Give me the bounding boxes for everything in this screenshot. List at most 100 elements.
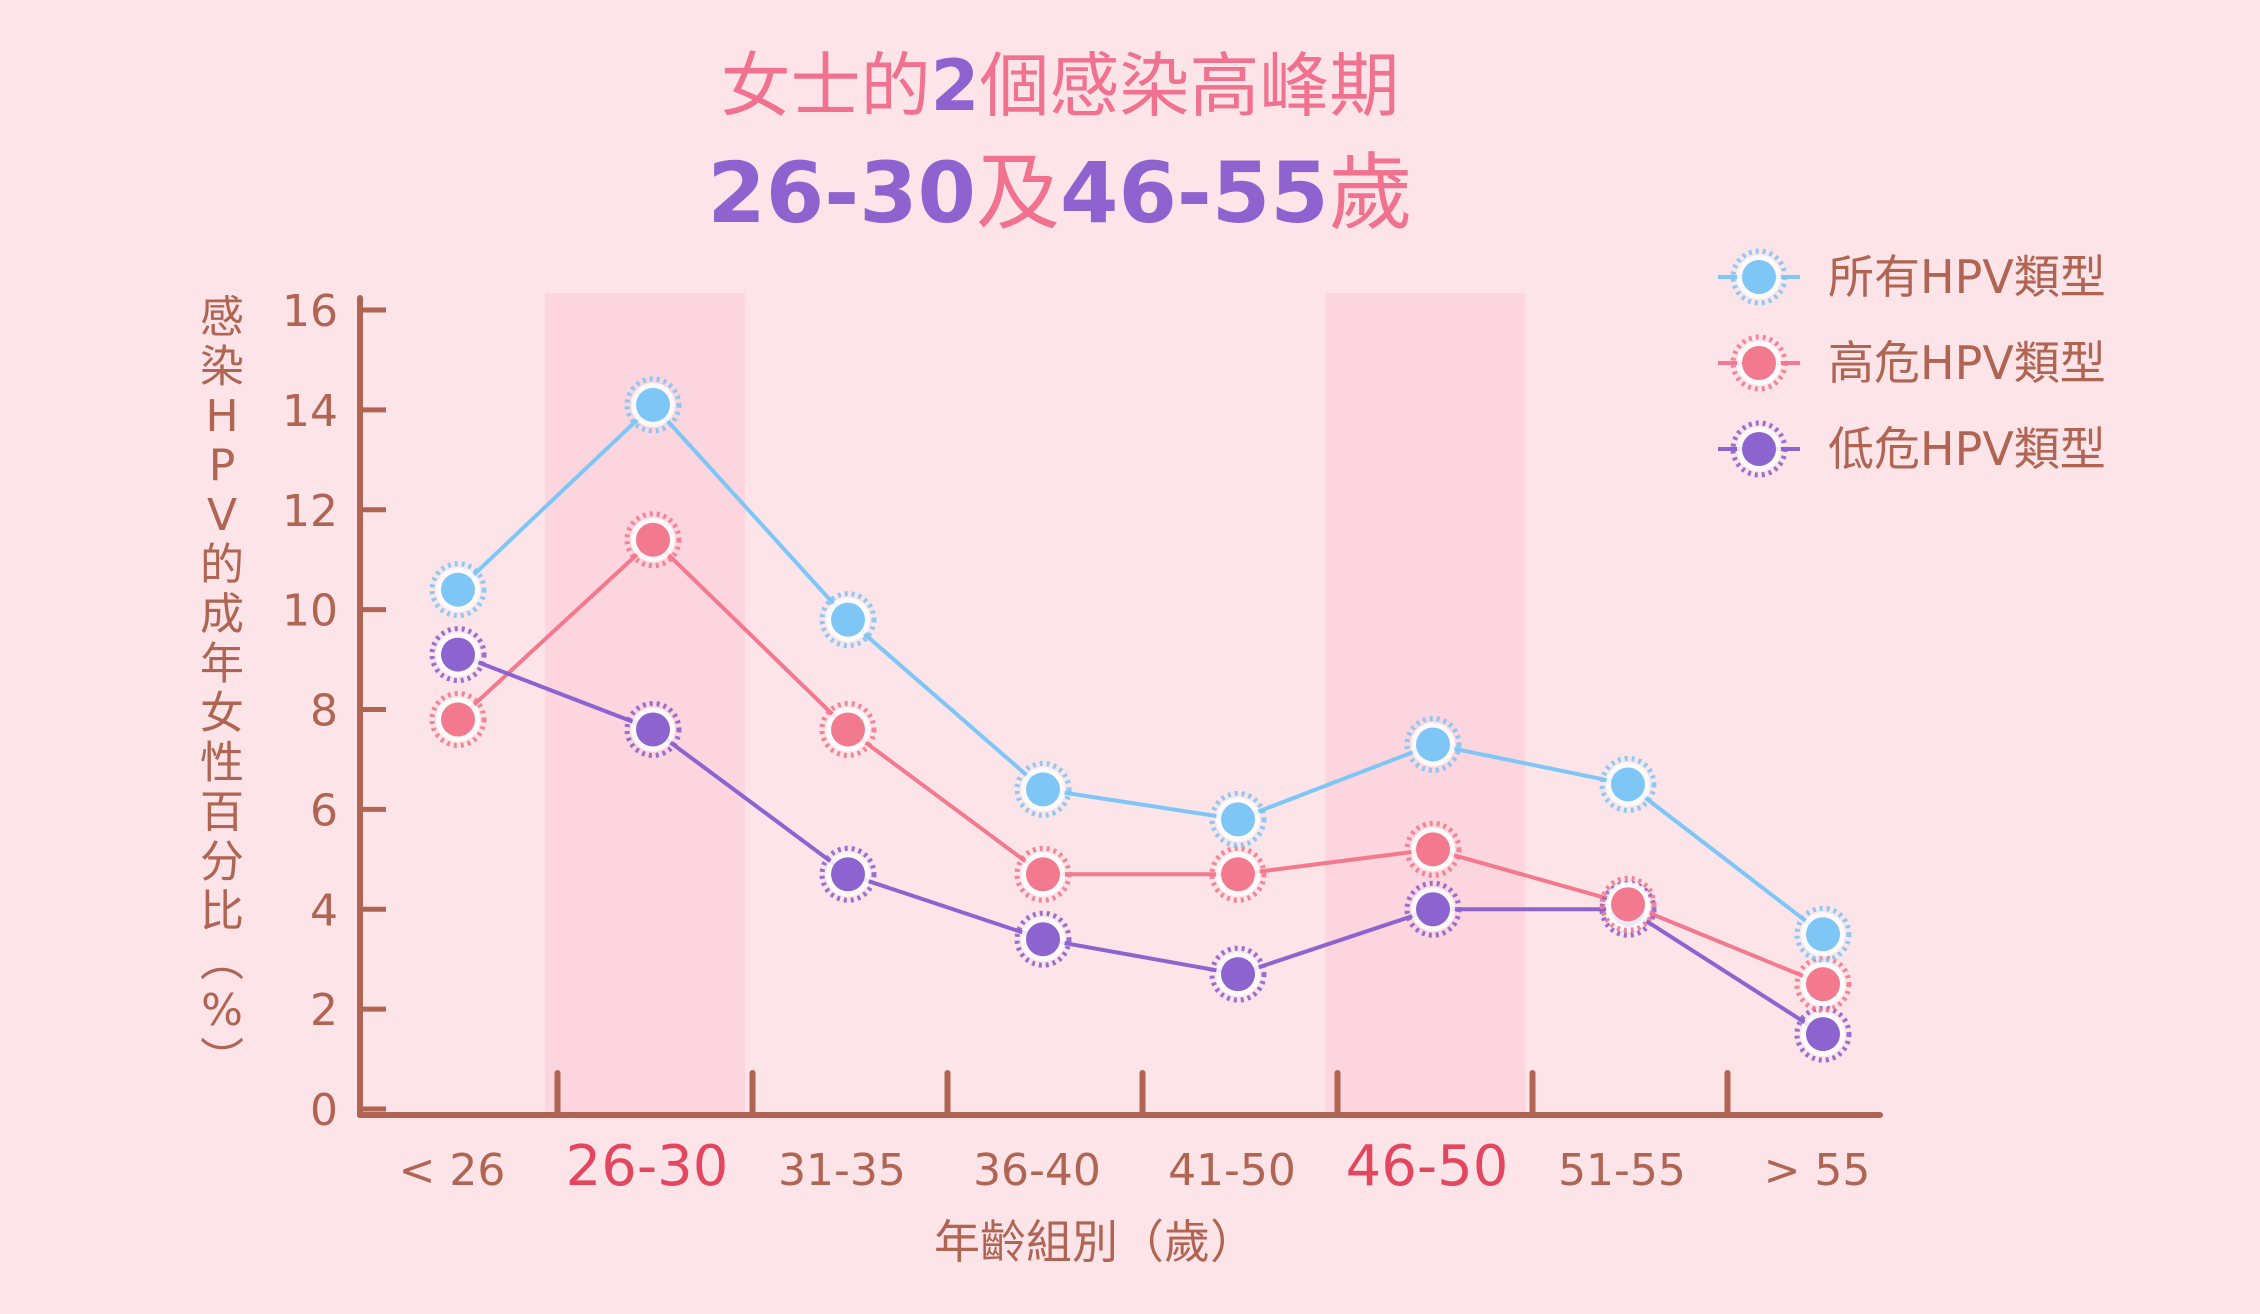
- y-axis-label-char-7: 年: [200, 639, 244, 690]
- y-tick-label-12: 12: [282, 486, 338, 537]
- legend-marker-2-dot: [1742, 432, 1776, 466]
- series-1-point-5-ring: [1404, 820, 1462, 878]
- series-1-point-6: [1599, 875, 1657, 933]
- y-tick-label-0: 0: [310, 1085, 338, 1136]
- series-1-point-1-dot: [636, 522, 670, 557]
- y-axis-label-char-9: 性: [200, 738, 244, 789]
- series-0-point-0: [429, 561, 487, 619]
- series-0-point-7: [1794, 905, 1852, 963]
- series-1-point-6-dot: [1611, 887, 1645, 922]
- title-line-2: 26-30及46-55歲: [707, 144, 1412, 242]
- y-axis-label-char-13: ︵: [200, 936, 244, 987]
- y-axis-label-char-15: ︶: [200, 1035, 244, 1086]
- y-axis-label-char-0: 感: [200, 292, 244, 343]
- series-2-point-7-dot: [1806, 1017, 1840, 1052]
- series-line-1: [456, 537, 1824, 987]
- series-2-point-0-dot: [441, 637, 475, 672]
- series-2-point-2: [819, 845, 877, 903]
- series-1-point-2-dot: [831, 712, 865, 747]
- y-tick-label-8: 8: [310, 686, 338, 737]
- legend-marker-2-ring: [1730, 420, 1788, 478]
- series-2-point-1-ring: [624, 700, 682, 758]
- y-axis-label-char-14: %: [201, 985, 243, 1036]
- series-2-point-7: [1794, 1005, 1852, 1063]
- series-0-point-7-dot: [1806, 917, 1840, 952]
- x-tick-label-3: 36-40: [973, 1145, 1101, 1196]
- title-line-2-part-0: 26-30: [707, 144, 976, 242]
- y-tick-label-14: 14: [282, 386, 338, 437]
- series-2-point-3: [1014, 910, 1072, 968]
- x-tick-label-0: < 26: [399, 1145, 506, 1196]
- y-tick-label-4: 4: [310, 885, 338, 936]
- series-1-point-7-dot: [1806, 967, 1840, 1002]
- legend-marker-1-ring: [1730, 334, 1788, 392]
- legend-label-1: 高危HPV類型: [1828, 336, 2106, 390]
- series-1-point-3: [1014, 845, 1072, 903]
- y-axis-label-char-2: H: [205, 391, 238, 442]
- series-1-point-3-ring: [1014, 845, 1072, 903]
- y-tick-label-10: 10: [282, 586, 338, 637]
- y-tick-label-2: 2: [310, 985, 338, 1036]
- y-tick-label-16: 16: [282, 286, 338, 337]
- series-0-point-1-ring: [624, 376, 682, 434]
- x-tick-label-1: 26-30: [566, 1134, 729, 1199]
- series-0-point-4: [1209, 790, 1267, 848]
- series-line-0: [456, 402, 1825, 936]
- series-0-point-2-ring: [819, 591, 877, 649]
- series-2-point-4-dot: [1221, 957, 1255, 992]
- legend-label-0: 所有HPV類型: [1828, 250, 2106, 304]
- series-0-point-1-dot: [636, 387, 670, 422]
- series-1-point-4-ring: [1209, 845, 1267, 903]
- y-axis-label-char-6: 成: [200, 589, 244, 640]
- x-tick-label-5: 46-50: [1346, 1134, 1509, 1199]
- x-tick-label-7: > 55: [1764, 1145, 1871, 1196]
- legend-marker-1-dot: [1742, 346, 1776, 380]
- y-axis-label-char-12: 比: [200, 886, 244, 937]
- y-tick-label-6: 6: [310, 785, 338, 836]
- x-tick-label-4: 41-50: [1168, 1145, 1296, 1196]
- y-axis-label-char-4: V: [207, 490, 237, 541]
- series-line-2: [457, 652, 1825, 1036]
- series-0-point-6-ring: [1599, 755, 1657, 813]
- series-1-point-5-dot: [1416, 832, 1450, 867]
- y-axis-label-char-11: 分: [200, 837, 244, 888]
- series-1-point-2: [819, 700, 877, 758]
- series-1-point-0-ring: [429, 690, 487, 748]
- y-axis-label: 感染 H P V 的成年女性百分比︵% ︶: [200, 292, 244, 1086]
- series-2-point-1-dot: [636, 712, 670, 747]
- series-2-point-3-dot: [1026, 922, 1060, 957]
- series-1-point-4: [1209, 845, 1267, 903]
- series-2-point-2-ring: [819, 845, 877, 903]
- title-line-2-part-1: 及: [976, 144, 1060, 242]
- highlight-band-46-50: [1325, 293, 1525, 1115]
- y-axis-label-char-5: 的: [200, 540, 244, 591]
- legend-marker-0-ring: [1730, 248, 1788, 306]
- series-2-point-4-ring: [1209, 945, 1267, 1003]
- y-axis-label-char-1: 染: [200, 342, 244, 393]
- series-0-point-5-dot: [1416, 727, 1450, 762]
- series-2-point-2-dot: [831, 857, 865, 892]
- title-line-1-part-2: 個感染高峰期: [979, 45, 1399, 127]
- series-1-point-3-dot: [1026, 857, 1060, 892]
- series-0-point-6: [1599, 755, 1657, 813]
- series-1-point-7-ring: [1794, 955, 1852, 1013]
- series-0-point-6-dot: [1611, 767, 1645, 802]
- title-line-1: 女士的2個感染高峰期: [721, 45, 1400, 127]
- series-2-point-3-ring: [1014, 910, 1072, 968]
- series-0-point-4-dot: [1221, 802, 1255, 837]
- legend-label-2: 低危HPV類型: [1828, 422, 2106, 476]
- series-2-point-5-ring: [1404, 880, 1462, 938]
- series-1-point-5: [1404, 820, 1462, 878]
- legend-marker-2: [1730, 420, 1788, 478]
- series-0-point-3: [1014, 760, 1072, 818]
- series-0-point-7-ring: [1794, 905, 1852, 963]
- legend-marker-1: [1730, 334, 1788, 392]
- title-line-1-part-1: 2: [931, 45, 980, 127]
- legend-marker-0: [1730, 248, 1788, 306]
- series-2-point-0: [429, 626, 487, 684]
- series-1-point-0: [429, 690, 487, 748]
- series-0-point-5: [1404, 715, 1462, 773]
- series-1-point-1: [624, 511, 682, 569]
- series-2-point-4: [1209, 945, 1267, 1003]
